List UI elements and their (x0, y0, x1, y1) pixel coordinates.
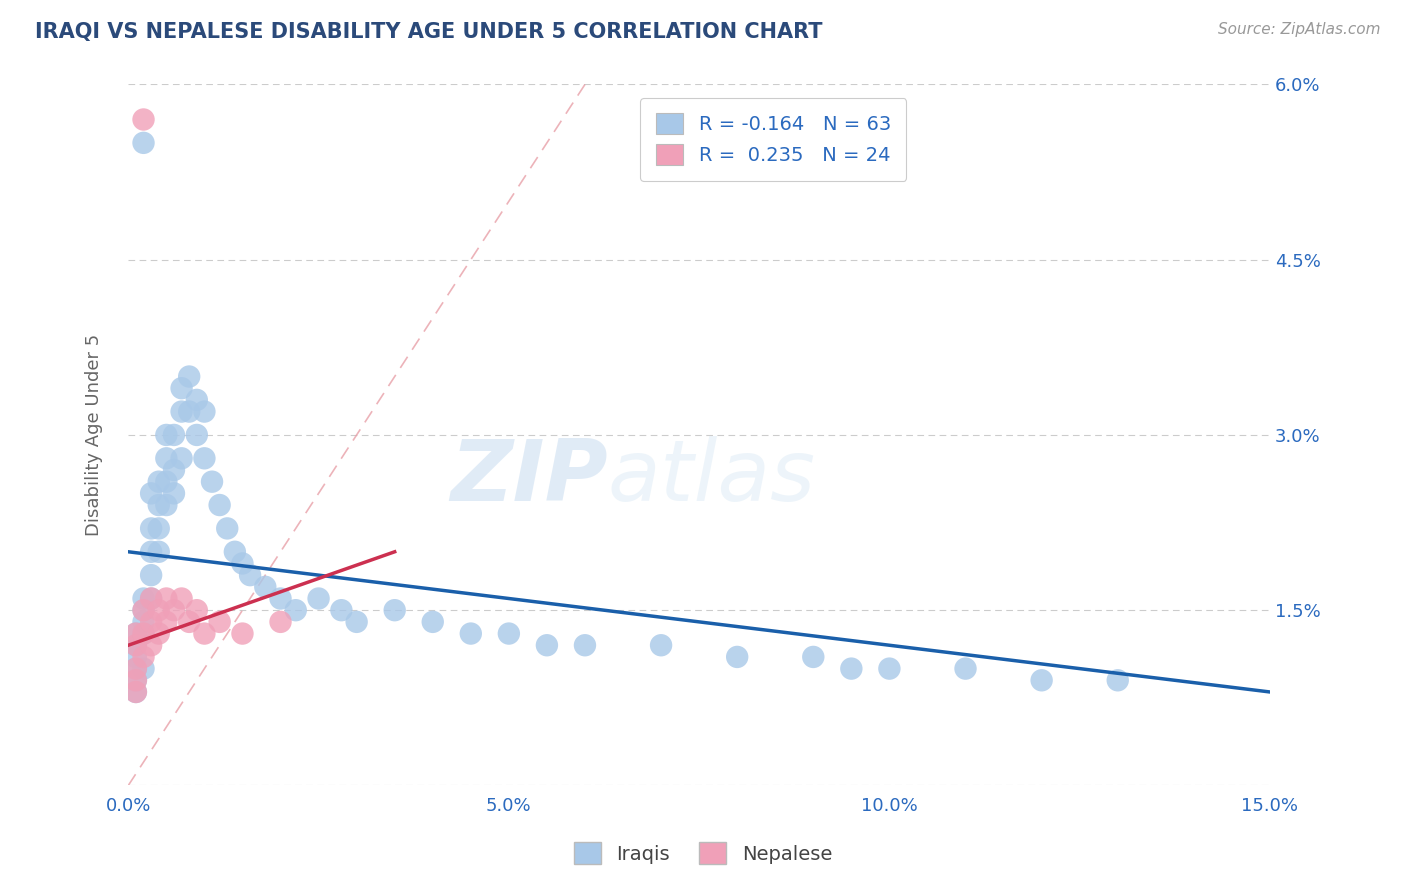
Point (155, 498, 177, 512)
Point (155, 591, 177, 606)
Point (384, 603, 406, 617)
Point (139, 521, 162, 535)
Point (270, 591, 292, 606)
Point (179, 369, 201, 384)
Point (231, 557, 253, 571)
Point (132, 626, 155, 640)
Point (841, 662, 863, 676)
Point (270, 615, 292, 629)
Point (498, 626, 520, 640)
Point (193, 451, 215, 466)
Point (132, 649, 155, 664)
Point (148, 603, 170, 617)
Point (132, 112, 155, 127)
Point (125, 626, 148, 640)
Point (139, 591, 162, 606)
Text: ZIP: ZIP (450, 435, 607, 518)
Point (148, 545, 170, 559)
Point (125, 673, 148, 688)
Point (155, 428, 177, 442)
Point (574, 638, 596, 652)
Text: IRAQI VS NEPALESE DISABILITY AGE UNDER 5 CORRELATION CHART: IRAQI VS NEPALESE DISABILITY AGE UNDER 5… (35, 22, 823, 42)
Point (239, 568, 262, 582)
Point (170, 591, 193, 606)
Point (193, 404, 215, 418)
Point (125, 638, 148, 652)
Point (148, 521, 170, 535)
Point (254, 580, 277, 594)
Point (125, 673, 148, 688)
Point (163, 463, 186, 477)
Point (170, 451, 193, 466)
Point (170, 404, 193, 418)
Point (155, 451, 177, 466)
Point (125, 685, 148, 699)
Point (801, 649, 824, 664)
Point (186, 603, 208, 617)
Point (650, 638, 672, 652)
Point (132, 136, 155, 150)
Point (208, 615, 231, 629)
Point (125, 638, 148, 652)
Legend: R = -0.164   N = 63, R =  0.235   N = 24: R = -0.164 N = 63, R = 0.235 N = 24 (640, 97, 907, 181)
Point (1107, 673, 1129, 688)
Point (132, 626, 155, 640)
Y-axis label: Disability Age Under 5: Disability Age Under 5 (86, 334, 103, 536)
Point (330, 603, 353, 617)
Point (193, 626, 215, 640)
Point (186, 428, 208, 442)
Point (163, 428, 186, 442)
Point (163, 603, 186, 617)
Point (148, 626, 170, 640)
Point (208, 498, 231, 512)
Point (139, 545, 162, 559)
Point (139, 568, 162, 582)
Point (132, 591, 155, 606)
Point (155, 615, 177, 629)
Point (125, 685, 148, 699)
Point (125, 662, 148, 676)
Text: Source: ZipAtlas.com: Source: ZipAtlas.com (1218, 22, 1381, 37)
Point (148, 475, 170, 489)
Point (879, 662, 901, 676)
Point (231, 626, 253, 640)
Point (217, 521, 239, 535)
Point (163, 486, 186, 500)
Point (139, 615, 162, 629)
Legend: Iraqis, Nepalese: Iraqis, Nepalese (564, 833, 842, 873)
Point (179, 404, 201, 418)
Text: atlas: atlas (607, 435, 815, 518)
Point (148, 498, 170, 512)
Point (308, 591, 330, 606)
Point (132, 603, 155, 617)
Point (536, 638, 558, 652)
Point (422, 615, 444, 629)
Point (132, 615, 155, 629)
Point (460, 626, 482, 640)
Point (1031, 673, 1053, 688)
Point (139, 638, 162, 652)
Point (125, 649, 148, 664)
Point (346, 615, 368, 629)
Point (725, 649, 748, 664)
Point (155, 475, 177, 489)
Point (139, 486, 162, 500)
Point (186, 392, 208, 407)
Point (125, 662, 148, 676)
Point (955, 662, 977, 676)
Point (132, 662, 155, 676)
Point (179, 615, 201, 629)
Point (224, 545, 246, 559)
Point (170, 381, 193, 395)
Point (201, 475, 224, 489)
Point (139, 591, 162, 606)
Point (132, 603, 155, 617)
Point (284, 603, 307, 617)
Point (125, 626, 148, 640)
